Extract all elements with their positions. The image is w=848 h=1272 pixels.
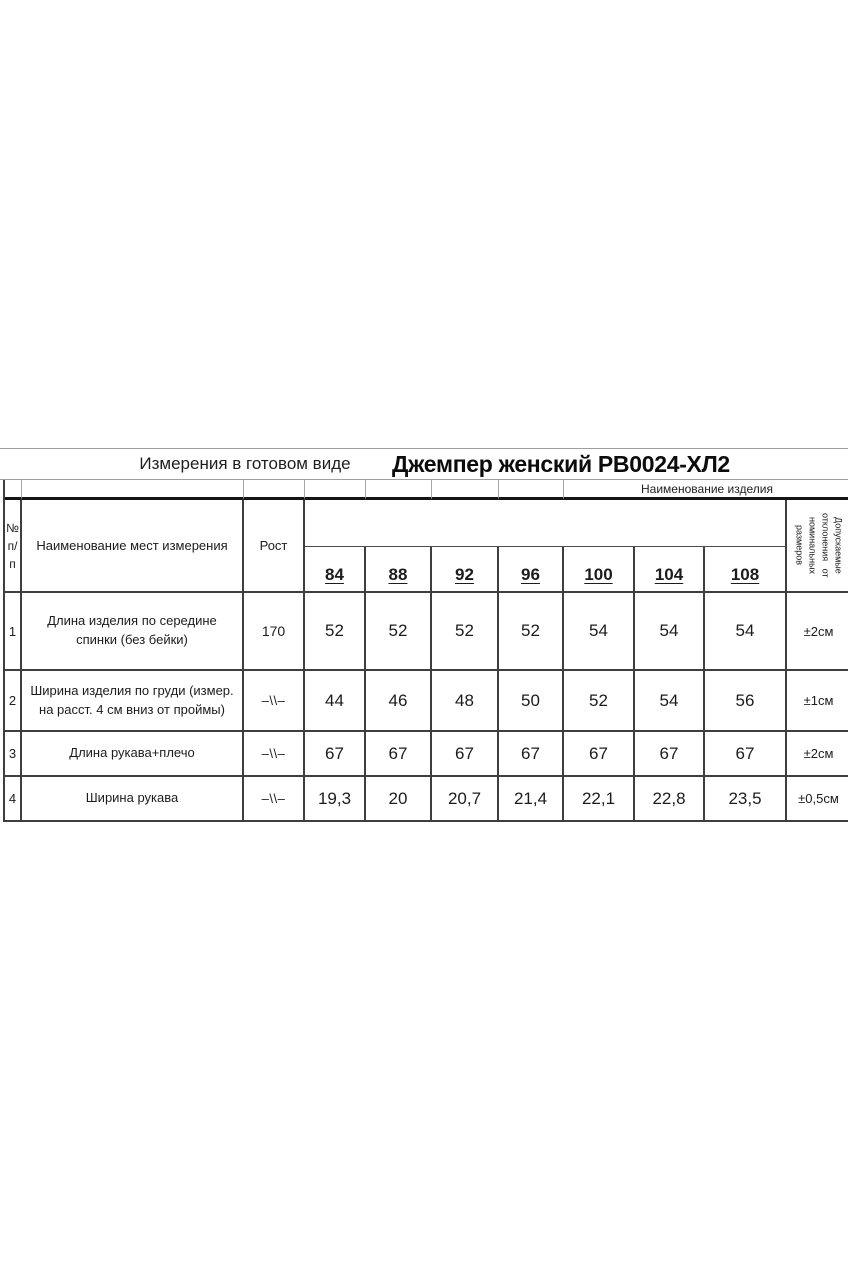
size-value: 56 bbox=[705, 671, 787, 732]
spacer-cell bbox=[305, 480, 366, 500]
sizes-band-cell bbox=[305, 500, 787, 547]
height-value: –\\– bbox=[244, 777, 305, 822]
spacer-cell bbox=[432, 480, 499, 500]
measurement-name: Длина рукава+плечо bbox=[22, 732, 244, 777]
size-column-header: 104 bbox=[635, 547, 705, 593]
size-value: 44 bbox=[305, 671, 366, 732]
size-value: 52 bbox=[366, 593, 432, 671]
size-value: 22,1 bbox=[564, 777, 635, 822]
tolerance-value: ±0,5см bbox=[787, 777, 848, 822]
size-value: 46 bbox=[366, 671, 432, 732]
spacer-cell bbox=[244, 480, 305, 500]
spacer-cell bbox=[499, 480, 564, 500]
size-value: 67 bbox=[705, 732, 787, 777]
row-number: 4 bbox=[5, 777, 22, 822]
size-column-header: 88 bbox=[366, 547, 432, 593]
size-value: 50 bbox=[499, 671, 564, 732]
size-value: 21,4 bbox=[499, 777, 564, 822]
tolerance-header-line: Допускаемые bbox=[833, 517, 844, 574]
size-value: 54 bbox=[705, 593, 787, 671]
row-number: 3 bbox=[5, 732, 22, 777]
size-value: 52 bbox=[564, 671, 635, 732]
tolerance-header-line: номинальных bbox=[807, 516, 818, 575]
size-value: 67 bbox=[499, 732, 564, 777]
row-number-header: № п/ п bbox=[5, 500, 22, 593]
spacer-cell bbox=[22, 480, 244, 500]
size-value: 54 bbox=[564, 593, 635, 671]
table-title-row: Измерения в готовом виде Джемпер женский… bbox=[0, 448, 848, 480]
size-value: 52 bbox=[432, 593, 499, 671]
measurement-name: Ширина изделия по груди (измер. на расст… bbox=[22, 671, 244, 732]
size-value: 67 bbox=[564, 732, 635, 777]
size-value: 67 bbox=[305, 732, 366, 777]
spacer-cell bbox=[5, 480, 22, 500]
measurements-title: Измерения в готовом виде bbox=[139, 454, 351, 473]
size-value: 48 bbox=[432, 671, 499, 732]
size-chart-table: Наименование изделия № п/ п Наименование… bbox=[3, 480, 848, 822]
size-value: 52 bbox=[305, 593, 366, 671]
measurement-name: Длина изделия по середине спинки (без бе… bbox=[22, 593, 244, 671]
tolerance-value: ±1см bbox=[787, 671, 848, 732]
size-column-header: 96 bbox=[499, 547, 564, 593]
size-value: 52 bbox=[499, 593, 564, 671]
size-value: 67 bbox=[366, 732, 432, 777]
spacer-cell bbox=[366, 480, 432, 500]
row-number: 2 bbox=[5, 671, 22, 732]
height-header: Рост bbox=[244, 500, 305, 593]
tolerance-header-line: размеров bbox=[794, 525, 805, 566]
num-header-line: № bbox=[6, 520, 19, 535]
product-title: Джемпер женский РВ0024-ХЛ2 bbox=[392, 450, 730, 477]
tolerance-header: Допускаемые отклонения от номинальных ра… bbox=[787, 500, 848, 593]
height-value: –\\– bbox=[244, 732, 305, 777]
size-value: 67 bbox=[635, 732, 705, 777]
size-column-header: 108 bbox=[705, 547, 787, 593]
size-value: 19,3 bbox=[305, 777, 366, 822]
measurement-name-header: Наименование мест измерения bbox=[22, 500, 244, 593]
size-value: 23,5 bbox=[705, 777, 787, 822]
size-value: 20,7 bbox=[432, 777, 499, 822]
size-value: 67 bbox=[432, 732, 499, 777]
row-number: 1 bbox=[5, 593, 22, 671]
size-value: 22,8 bbox=[635, 777, 705, 822]
tolerance-header-vertical-text: Допускаемые отклонения от номинальных ра… bbox=[792, 503, 844, 589]
measurement-name: Ширина рукава bbox=[22, 777, 244, 822]
size-column-header: 100 bbox=[564, 547, 635, 593]
tolerance-value: ±2см bbox=[787, 732, 848, 777]
size-column-header: 92 bbox=[432, 547, 499, 593]
tolerance-header-line: отклонения от bbox=[820, 513, 831, 578]
size-value: 20 bbox=[366, 777, 432, 822]
num-header-line: п/ bbox=[7, 538, 18, 553]
size-value: 54 bbox=[635, 671, 705, 732]
size-value: 54 bbox=[635, 593, 705, 671]
height-value: –\\– bbox=[244, 671, 305, 732]
height-value: 170 bbox=[244, 593, 305, 671]
num-header-line: п bbox=[9, 556, 16, 571]
size-column-header: 84 bbox=[305, 547, 366, 593]
product-column-header: Наименование изделия bbox=[564, 480, 848, 500]
tolerance-value: ±2см bbox=[787, 593, 848, 671]
